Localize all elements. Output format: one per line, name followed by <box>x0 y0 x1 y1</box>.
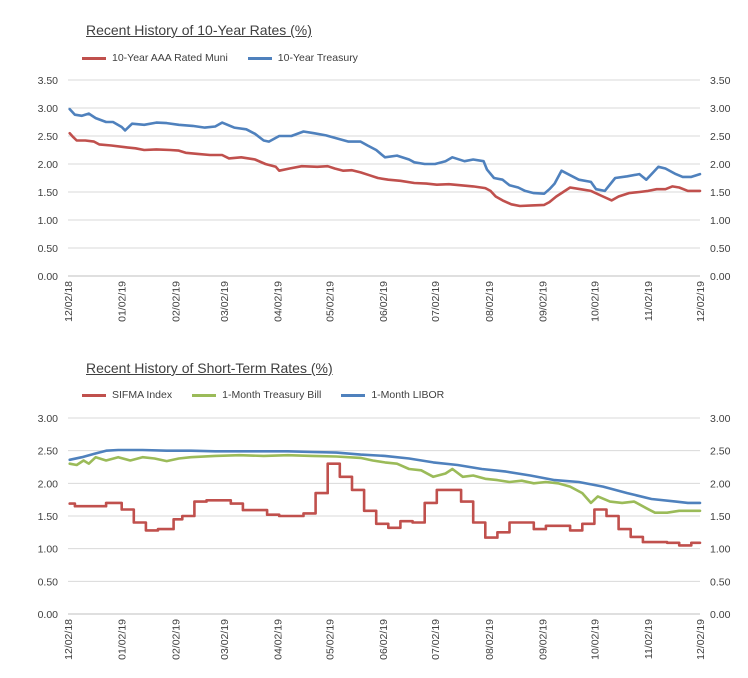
y-tick-label-right: 0.00 <box>710 271 731 283</box>
x-tick-label: 12/02/19 <box>695 619 707 660</box>
x-tick-label: 04/02/19 <box>273 619 285 660</box>
series-line-sifma-index <box>68 462 702 547</box>
legend-swatch <box>341 393 366 397</box>
y-tick-label-left: 0.50 <box>38 243 59 255</box>
x-tick-label: 02/02/19 <box>170 281 182 322</box>
y-tick-label-left: 0.50 <box>38 576 59 588</box>
legend-swatch <box>82 393 106 397</box>
legend-label: 10-Year AAA Rated Muni <box>112 52 228 64</box>
y-tick-label-left: 1.00 <box>38 215 59 227</box>
y-tick-label-right: 2.00 <box>710 159 731 171</box>
chart-legend: 10-Year AAA Rated Muni 10-Year Treasury <box>82 52 358 64</box>
y-tick-label-left: 3.50 <box>38 75 59 87</box>
x-tick-label: 07/02/19 <box>430 619 442 660</box>
y-tick-label-left: 1.00 <box>38 544 59 556</box>
x-tick-label: 01/02/19 <box>117 281 129 322</box>
legend-swatch <box>82 56 106 60</box>
chart-title: Recent History of 10-Year Rates (%) <box>86 22 312 38</box>
chart-title: Recent History of Short-Term Rates (%) <box>86 360 333 376</box>
y-tick-label-left: 3.00 <box>38 413 59 425</box>
x-tick-label: 08/02/19 <box>484 281 496 322</box>
x-tick-label: 10/02/19 <box>589 619 601 660</box>
short-term-rates-chart: Recent History of Short-Term Rates (%) S… <box>0 340 748 678</box>
y-tick-label-right: 3.00 <box>710 103 731 115</box>
y-tick-label-right: 0.50 <box>710 576 731 588</box>
x-tick-label: 08/02/19 <box>484 619 496 660</box>
x-tick-label: 06/02/19 <box>378 619 390 660</box>
legend-swatch <box>192 393 217 397</box>
x-tick-label: 04/02/19 <box>273 281 285 322</box>
chart-plot-area: 0.00 0.00 0.50 0.50 1.00 1.00 1.50 1.50 2.00 2.00… <box>38 75 731 322</box>
x-tick-label: 12/02/18 <box>63 281 75 322</box>
x-tick-label: 11/02/19 <box>643 619 655 659</box>
y-tick-label-left: 2.00 <box>38 478 59 490</box>
y-tick-label-left: 0.00 <box>38 609 59 621</box>
series-line-10-year-treasury <box>68 107 702 195</box>
chart-plot-area: 0.00 0.00 0.50 0.50 1.00 1.00 1.50 1.50 2.00 2.00… <box>38 413 731 660</box>
legend-item-tbill: 1-Month Treasury Bill <box>192 389 321 401</box>
chart-legend: SIFMA Index 1-Month Treasury Bill 1-Mont… <box>82 389 444 401</box>
y-tick-label-left: 1.50 <box>38 511 59 523</box>
ten-year-rates-chart: Recent History of 10-Year Rates (%) 10-Y… <box>38 22 731 322</box>
legend-item-muni: 10-Year AAA Rated Muni <box>82 52 228 64</box>
x-tick-label: 05/02/19 <box>324 619 336 660</box>
x-tick-label: 12/02/18 <box>63 619 75 660</box>
y-tick-label-left: 0.00 <box>38 271 59 283</box>
legend-item-sifma: SIFMA Index <box>82 389 172 401</box>
y-tick-label-right: 2.00 <box>710 478 731 490</box>
x-tick-label: 01/02/19 <box>117 619 129 660</box>
x-tick-label: 06/02/19 <box>378 281 390 322</box>
legend-label: 1-Month LIBOR <box>371 389 445 401</box>
legend-item-libor: 1-Month LIBOR <box>341 389 444 401</box>
y-tick-label-left: 3.00 <box>38 103 59 115</box>
x-tick-label: 12/02/19 <box>695 281 707 322</box>
legend-label: 1-Month Treasury Bill <box>222 389 322 401</box>
y-tick-label-left: 1.50 <box>38 187 59 199</box>
x-tick-label: 09/02/19 <box>537 281 549 322</box>
x-tick-label: 09/02/19 <box>537 619 549 660</box>
x-tick-label: 02/02/19 <box>170 619 182 660</box>
x-tick-label: 05/02/19 <box>324 281 336 322</box>
y-tick-label-right: 0.50 <box>710 243 731 255</box>
y-tick-label-right: 0.00 <box>710 609 731 621</box>
y-tick-label-right: 1.00 <box>710 544 731 556</box>
x-tick-label: 11/02/19 <box>643 281 655 321</box>
y-tick-label-left: 2.50 <box>38 446 59 458</box>
series-line-1-month-treasury-bill <box>68 453 702 514</box>
y-tick-label-left: 2.00 <box>38 159 59 171</box>
x-tick-label: 03/02/19 <box>219 619 231 660</box>
y-tick-label-right: 3.50 <box>710 75 731 87</box>
series-line-10-year-aaa-rated-muni <box>68 131 702 208</box>
legend-label: SIFMA Index <box>112 389 173 401</box>
x-tick-label: 03/02/19 <box>219 281 231 322</box>
y-tick-label-right: 2.50 <box>710 446 731 458</box>
legend-item-treasury: 10-Year Treasury <box>247 52 358 64</box>
series-line-1-month-libor <box>68 448 702 505</box>
y-tick-label-left: 2.50 <box>38 131 59 143</box>
y-tick-label-right: 1.50 <box>710 187 731 199</box>
y-tick-label-right: 1.00 <box>710 215 731 227</box>
x-tick-label: 07/02/19 <box>430 281 442 322</box>
y-tick-label-right: 3.00 <box>710 413 731 425</box>
y-tick-label-right: 1.50 <box>710 511 731 523</box>
legend-swatch <box>247 56 272 60</box>
x-tick-label: 10/02/19 <box>589 281 601 322</box>
legend-label: 10-Year Treasury <box>277 52 358 64</box>
y-tick-label-right: 2.50 <box>710 131 731 143</box>
